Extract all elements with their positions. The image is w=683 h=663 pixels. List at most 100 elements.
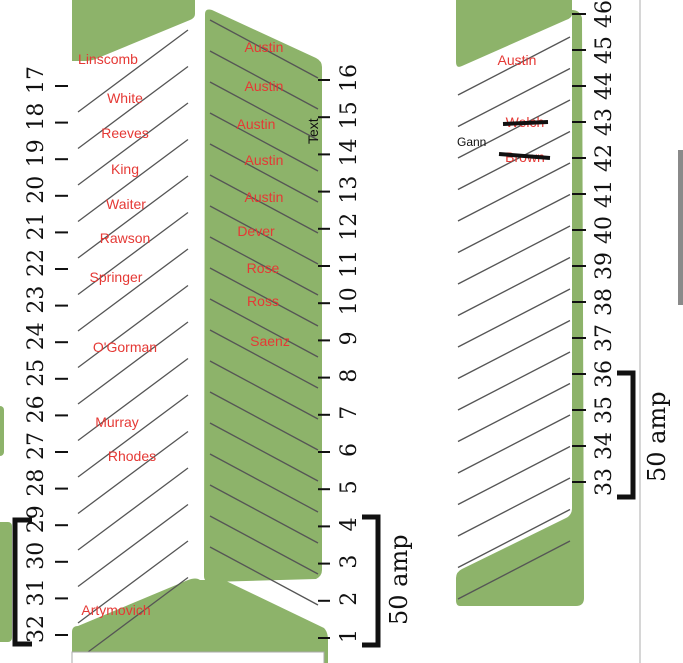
stall-number-center: 16 [337, 64, 362, 92]
name-left: O'Gorman [93, 339, 157, 355]
stall-number-right: 43 [592, 108, 617, 136]
name-left: White [107, 90, 143, 106]
stall-line-left [77, 467, 189, 551]
stall-line-right [457, 130, 571, 191]
stall-number-center: 3 [337, 555, 362, 569]
name-left: Murray [95, 414, 139, 430]
stall-number-center: 9 [337, 331, 362, 345]
stall-line-center [209, 546, 319, 606]
name-left: Linscomb [78, 51, 138, 67]
stall-line-right [457, 445, 571, 506]
center-stall-numbers: 16 15 14 13 12 11 10 9 8 7 6 5 4 3 2 1 [337, 64, 362, 643]
green-island-left-top [72, 0, 195, 61]
stall-line-right [457, 225, 571, 285]
stall-line-left [77, 29, 189, 113]
stall-line-right [457, 193, 571, 254]
stall-line-center [209, 391, 319, 451]
stall-number-center: 8 [337, 369, 362, 383]
stall-line-center [209, 81, 319, 141]
stall-number-left: 19 [24, 139, 49, 167]
stall-number-center: 13 [337, 176, 362, 204]
stall-number-center: 15 [337, 101, 362, 129]
stall-number-left: 22 [24, 249, 49, 277]
stall-number-left: 18 [24, 103, 49, 131]
bracket-right [617, 370, 636, 500]
center-name-labels: Austin Austin Austin Austin Austin Dever Rose R… [237, 39, 290, 349]
stall-line-right [457, 256, 571, 317]
stall-line-right [457, 288, 571, 348]
amp-label-right: 50 amp [643, 391, 671, 482]
stall-line-right [457, 540, 571, 600]
right-stall-numbers: 46 45 44 43 42 41 40 39 38 37 36 35 34 33 [592, 0, 617, 496]
stall-line-right [457, 508, 571, 569]
stall-line-right [457, 162, 571, 222]
stall-line-center [209, 360, 319, 420]
stall-line-left [77, 503, 189, 588]
stall-line-left [77, 576, 189, 661]
stall-line-center [209, 267, 319, 327]
stall-number-left: 28 [24, 469, 49, 497]
name-center: Austin [237, 116, 276, 132]
right-name-labels: AustinWelchBrown [498, 52, 545, 165]
stall-number-center: 7 [337, 406, 362, 420]
stall-number-right: 36 [592, 360, 617, 388]
stall-line-left [77, 284, 189, 369]
tick-marks [55, 13, 586, 639]
stall-line-center [209, 453, 319, 513]
name-left: Springer [90, 269, 143, 285]
stall-number-right: 41 [592, 180, 617, 208]
stall-number-left: 26 [24, 395, 49, 423]
stall-number-center: 12 [337, 213, 362, 241]
green-island-left-bottom [72, 578, 328, 663]
stall-line-center [209, 298, 319, 358]
stall-number-center: 1 [337, 629, 362, 643]
stall-number-right: 38 [592, 288, 617, 316]
bracket-left [12, 517, 32, 647]
stall-number-right: 39 [592, 252, 617, 280]
green-tab-left-upper [0, 406, 4, 456]
stall-line-right [457, 382, 571, 443]
stall-line-right [457, 351, 571, 411]
green-tab-left-lower [0, 522, 12, 642]
stall-line-left [77, 394, 189, 478]
stall-number-right: 42 [592, 144, 617, 172]
name-left: Artymovich [81, 602, 150, 618]
stall-line-center [209, 205, 319, 265]
stall-line-center [209, 484, 319, 544]
name-left: Rhodes [108, 448, 156, 464]
stall-line-center [209, 143, 319, 203]
stall-number-center: 2 [337, 592, 362, 606]
stall-number-left: 27 [24, 432, 49, 460]
name-center: Ross [247, 293, 279, 309]
stall-number-left: 23 [24, 286, 49, 314]
stall-line-left [77, 430, 189, 515]
stall-line-left [77, 138, 189, 223]
stall-line-left [77, 357, 189, 442]
name-center: Austin [245, 152, 284, 168]
name-center: Austin [245, 78, 284, 94]
stall-line-left [77, 540, 189, 624]
stall-line-left [77, 65, 189, 150]
name-center: Dever [237, 223, 275, 239]
stall-line-right [457, 99, 571, 159]
stall-line-right [457, 67, 571, 128]
stall-line-left [77, 321, 189, 405]
right-edge-mark [678, 150, 683, 305]
name-left: Waiter [106, 196, 146, 212]
stall-number-right: 37 [592, 324, 617, 352]
stall-number-left: 17 [24, 66, 49, 94]
stall-line-center [209, 50, 319, 110]
stall-number-left: 30 [24, 542, 49, 570]
amp-label-center: 50 amp [385, 534, 413, 625]
stall-line-center [209, 19, 319, 79]
green-island-right-strip [456, 10, 584, 606]
bottom-strip [71, 651, 325, 663]
stall-line-left [77, 248, 189, 332]
name-left: Reeves [101, 125, 148, 141]
stall-line-center [209, 112, 319, 172]
stall-lines [77, 19, 571, 661]
stall-number-left: 20 [24, 176, 49, 204]
name-center: Austin [245, 189, 284, 205]
